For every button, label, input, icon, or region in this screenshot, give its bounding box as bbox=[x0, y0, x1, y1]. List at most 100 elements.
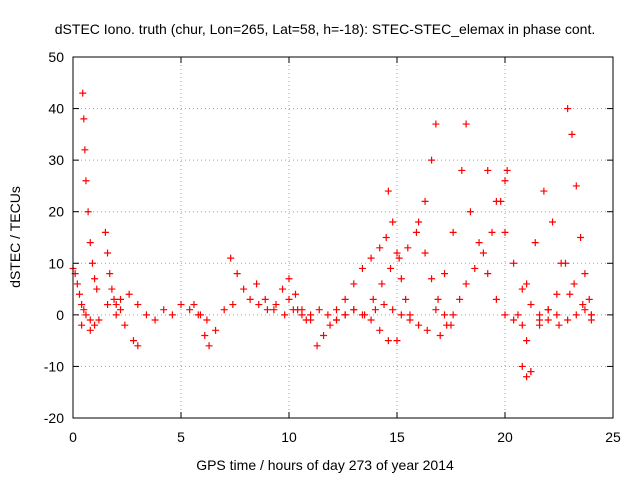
data-point-plus bbox=[160, 306, 168, 314]
data-point-plus bbox=[220, 306, 228, 314]
data-series bbox=[564, 105, 595, 319]
data-point-plus bbox=[78, 321, 86, 329]
data-point-plus bbox=[333, 316, 341, 324]
data-point-plus bbox=[510, 259, 518, 267]
data-point-plus bbox=[298, 306, 306, 314]
data-point-plus bbox=[527, 301, 535, 309]
data-point-plus bbox=[421, 249, 429, 257]
data-point-plus bbox=[350, 306, 358, 314]
data-point-plus bbox=[376, 326, 384, 334]
data-point-plus bbox=[307, 311, 315, 319]
data-series bbox=[371, 120, 470, 334]
data-point-plus bbox=[382, 234, 390, 241]
data-point-plus bbox=[421, 197, 429, 205]
data-point-plus bbox=[333, 306, 341, 314]
data-point-plus bbox=[112, 311, 120, 319]
x-tick-label: 0 bbox=[69, 429, 77, 445]
data-point-plus bbox=[570, 280, 578, 288]
data-point-plus bbox=[501, 228, 509, 236]
data-point-plus bbox=[95, 316, 103, 324]
data-point-plus bbox=[501, 311, 509, 319]
data-point-plus bbox=[581, 306, 589, 314]
data-point-plus bbox=[518, 321, 526, 329]
x-tick-label: 20 bbox=[497, 429, 513, 445]
data-point-plus bbox=[587, 316, 595, 324]
data-point-plus bbox=[367, 316, 375, 324]
x-tick-label: 10 bbox=[281, 429, 297, 445]
data-point-plus bbox=[458, 166, 466, 174]
data-point-plus bbox=[540, 187, 548, 195]
data-point-plus bbox=[82, 311, 90, 319]
data-point-plus bbox=[315, 306, 323, 314]
data-point-plus bbox=[75, 290, 83, 298]
data-point-plus bbox=[151, 316, 159, 324]
data-point-plus bbox=[544, 316, 552, 324]
data-point-plus bbox=[462, 280, 470, 288]
data-point-plus bbox=[380, 301, 388, 309]
data-series bbox=[101, 228, 125, 314]
data-series bbox=[514, 187, 574, 319]
data-point-plus bbox=[376, 244, 384, 252]
data-point-plus bbox=[389, 306, 397, 314]
y-tick-label: 50 bbox=[48, 49, 64, 65]
data-series bbox=[384, 187, 414, 319]
y-tick-label: 20 bbox=[48, 204, 64, 220]
data-series bbox=[436, 166, 511, 339]
data-marks bbox=[69, 89, 595, 381]
data-point-plus bbox=[108, 285, 116, 293]
x-tick-label: 15 bbox=[389, 429, 405, 445]
data-point-plus bbox=[82, 177, 90, 185]
data-series bbox=[484, 166, 561, 324]
data-point-plus bbox=[367, 254, 375, 262]
data-point-plus bbox=[369, 295, 377, 303]
data-series bbox=[253, 280, 310, 324]
data-point-plus bbox=[412, 228, 420, 236]
y-tick-label: 40 bbox=[48, 101, 64, 117]
data-series bbox=[415, 218, 455, 329]
data-point-plus bbox=[553, 290, 561, 298]
data-series bbox=[69, 264, 99, 329]
data-point-plus bbox=[240, 285, 248, 293]
data-point-plus bbox=[428, 275, 436, 283]
data-point-plus bbox=[544, 306, 552, 314]
data-point-plus bbox=[263, 306, 271, 314]
data-point-plus bbox=[397, 275, 405, 283]
data-point-plus bbox=[579, 301, 587, 309]
data-point-plus bbox=[229, 301, 237, 309]
data-point-plus bbox=[501, 177, 509, 185]
data-point-plus bbox=[81, 146, 89, 154]
data-point-plus bbox=[196, 311, 204, 319]
data-point-plus bbox=[387, 264, 395, 272]
data-point-plus bbox=[527, 368, 535, 376]
data-point-plus bbox=[285, 295, 293, 303]
data-series bbox=[117, 290, 211, 324]
data-point-plus bbox=[523, 373, 531, 381]
data-point-plus bbox=[253, 280, 261, 288]
data-point-plus bbox=[190, 301, 198, 309]
data-point-plus bbox=[201, 331, 209, 339]
data-point-plus bbox=[510, 316, 518, 324]
data-point-plus bbox=[523, 337, 531, 345]
data-series bbox=[78, 301, 142, 350]
data-series bbox=[313, 306, 401, 350]
data-series bbox=[227, 254, 315, 324]
data-point-plus bbox=[523, 280, 531, 288]
data-point-plus bbox=[397, 311, 405, 319]
data-point-plus bbox=[142, 311, 150, 319]
plot-frame bbox=[72, 56, 614, 419]
data-point-plus bbox=[129, 337, 137, 345]
data-series bbox=[555, 306, 595, 329]
data-series bbox=[466, 208, 552, 376]
data-point-plus bbox=[488, 228, 496, 236]
data-point-plus bbox=[91, 321, 99, 329]
data-series bbox=[79, 89, 101, 293]
data-point-plus bbox=[531, 239, 539, 247]
data-point-plus bbox=[443, 321, 451, 329]
data-point-plus bbox=[395, 254, 403, 262]
data-point-plus bbox=[227, 254, 235, 262]
data-point-plus bbox=[581, 270, 589, 278]
y-tick-label: -10 bbox=[44, 358, 64, 374]
data-point-plus bbox=[415, 218, 423, 226]
data-point-plus bbox=[101, 228, 109, 236]
grid bbox=[73, 57, 613, 418]
